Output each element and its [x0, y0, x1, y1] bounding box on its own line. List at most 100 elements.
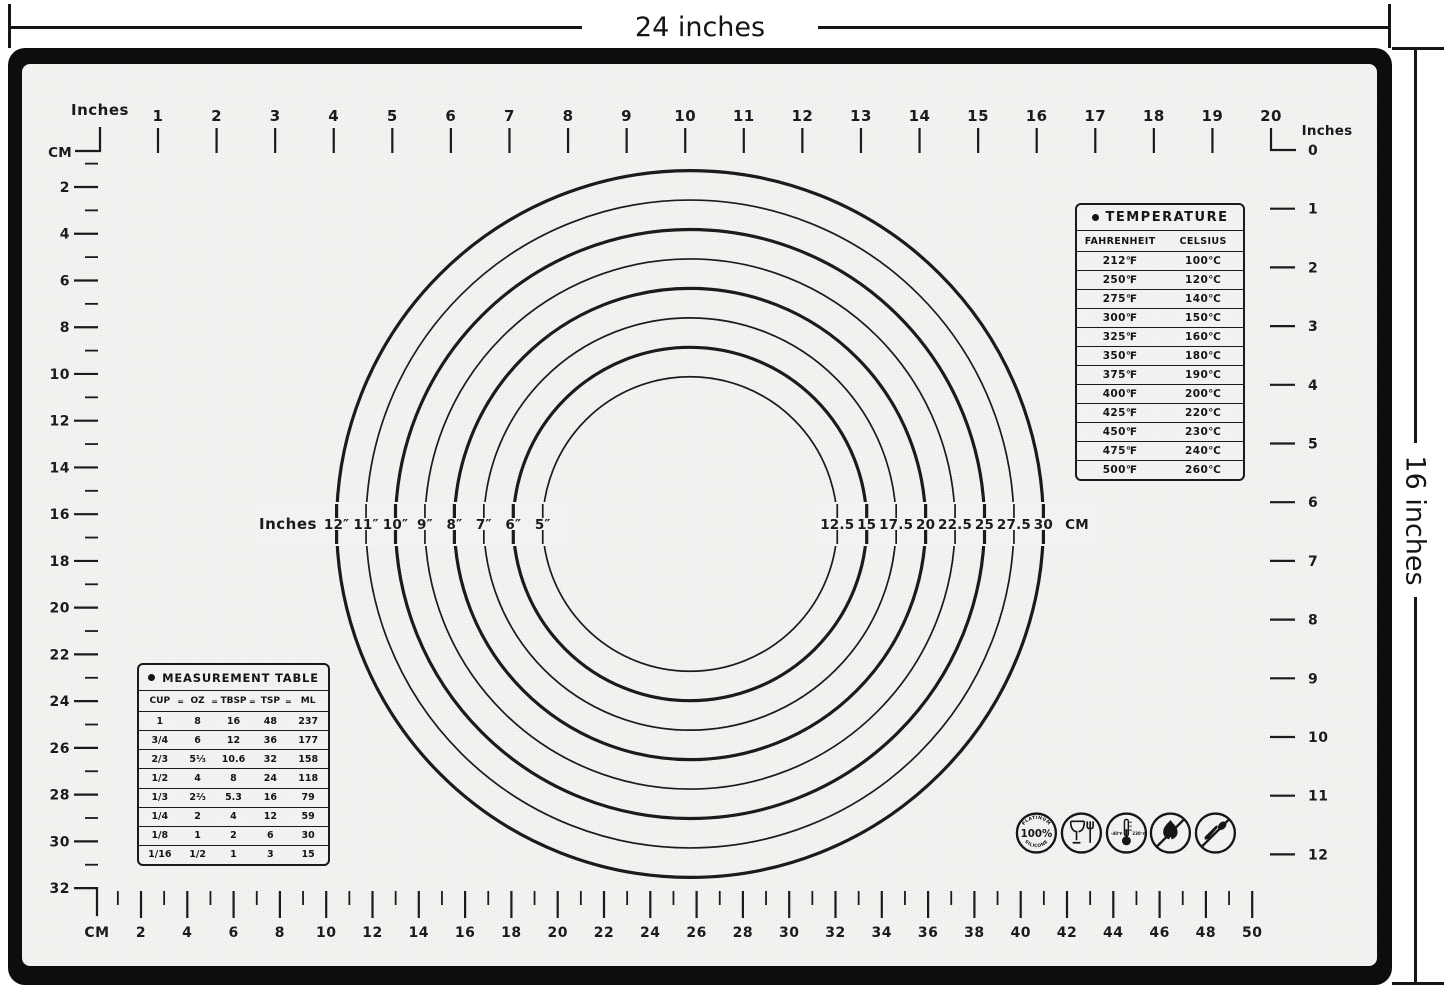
measurement-table-title: MEASUREMENT TABLE [139, 665, 328, 690]
column-header-ml: ML [300, 696, 316, 706]
temperature-table-title-text: TEMPERATURE [1105, 210, 1229, 225]
equals-separator: = [249, 696, 256, 706]
measurement-table-rows: 1 8 16 48 237 3/4 6 12 36 177 2/3 5⅓ 10.6 32 158 1/2 4 8 2… [139, 711, 328, 864]
right-dimension-label: 16 inches [1390, 443, 1440, 597]
table-row: 325℉ 160℃ [1077, 327, 1243, 346]
oz-value: 1 [194, 830, 201, 842]
tbsp-value: 2 [230, 830, 237, 842]
cup-value: 1/8 [151, 830, 169, 842]
measurement-table-header: CUP = OZ = TBSP = TSP = ML [139, 690, 328, 711]
equals-separator: = [284, 696, 292, 706]
fahrenheit-value: 300℉ [1102, 312, 1138, 324]
temperature-table-rows: 212℉ 100℃ 250℉ 120℃ 275℉ 140℃ 300℉ 150℃ 325℉ 160℃… [1077, 251, 1243, 479]
temperature-range-icon: -40℉ 230℃ [1105, 812, 1147, 854]
safety-badges: PLATINUM 100% SILICONE -40℉ 230℃ [1014, 809, 1238, 857]
fahrenheit-value: 400℉ [1102, 388, 1138, 400]
no-sharp-utensils-icon [1194, 812, 1237, 854]
table-row: 375℉ 190℃ [1077, 365, 1243, 384]
silicone-arc-text: SILICONE [1023, 839, 1049, 849]
column-header-oz: OZ [190, 696, 205, 706]
top-dimension-line-left [10, 26, 582, 29]
temperature-table-title: TEMPERATURE [1077, 205, 1243, 230]
right-dimension-cap-bottom [1392, 982, 1444, 985]
celsius-value: 230℃ [1185, 426, 1222, 438]
tsp-value: 24 [263, 772, 277, 784]
table-row: 2/3 5⅓ 10.6 32 158 [139, 749, 328, 768]
top-dimension-label: 24 inches [582, 8, 818, 46]
temperature-table-header: FAHRENHEIT CELSIUS [1077, 230, 1243, 251]
svg-text:SILICONE: SILICONE [1023, 839, 1049, 849]
temperature-table: TEMPERATURE FAHRENHEIT CELSIUS 212℉ 100℃ 2… [1075, 203, 1245, 481]
table-row: 1/16 1/2 1 3 15 [139, 844, 328, 864]
tsp-value: 12 [263, 811, 277, 823]
table-row: 1/3 2⅔ 5.3 16 79 [139, 787, 328, 807]
width-label-text: 24 inches [634, 11, 766, 43]
celsius-value: 190℃ [1185, 369, 1222, 381]
ml-value: 79 [301, 792, 315, 804]
ml-value: 177 [298, 734, 319, 746]
column-header-tsp: TSP [260, 696, 280, 706]
celsius-value: 180℃ [1185, 350, 1222, 362]
tbsp-value: 1 [230, 849, 237, 861]
fahrenheit-value: 250℉ [1102, 274, 1138, 286]
fahrenheit-value: 475℉ [1102, 445, 1138, 457]
equals-separator: = [177, 696, 184, 706]
height-label-text: 16 inches [1399, 454, 1431, 586]
column-header-cup: CUP [149, 696, 171, 706]
bullet-icon [1091, 214, 1099, 221]
table-row: 400℉ 200℃ [1077, 384, 1243, 403]
tbsp-value: 12 [226, 734, 241, 746]
table-row: 350℉ 180℃ [1077, 346, 1243, 365]
column-header-fahrenheit: FAHRENHEIT [1084, 235, 1156, 247]
equals-separator: = [211, 696, 218, 706]
table-row: 425℉ 220℃ [1077, 403, 1243, 422]
silicone-percent-text: 100% [1021, 829, 1053, 840]
ml-value: 59 [301, 811, 315, 823]
fahrenheit-value: 375℉ [1102, 369, 1138, 381]
fahrenheit-value: 212℉ [1102, 255, 1138, 267]
cup-value: 3/4 [151, 734, 169, 746]
table-row: 300℉ 150℃ [1077, 308, 1243, 327]
tsp-value: 48 [263, 715, 277, 727]
ml-value: 158 [298, 753, 319, 765]
table-row: 1/8 1 2 6 30 [139, 825, 328, 845]
fahrenheit-value: 450℉ [1102, 426, 1138, 438]
oz-value: 2 [194, 811, 201, 823]
table-row: 475℉ 240℃ [1077, 441, 1243, 460]
oz-value: 2⅔ [189, 792, 206, 804]
tsp-value: 16 [263, 792, 277, 804]
oz-value: 8 [194, 715, 201, 727]
max-temp-text: 230℃ [1132, 831, 1146, 836]
ml-value: 30 [301, 830, 315, 842]
right-dimension-cap-top [1392, 47, 1444, 50]
celsius-value: 150℃ [1185, 312, 1222, 324]
tbsp-value: 4 [230, 811, 237, 823]
cup-value: 1/2 [151, 772, 169, 784]
cup-value: 2/3 [151, 753, 169, 765]
fahrenheit-value: 350℉ [1102, 350, 1138, 362]
fahrenheit-value: 275℉ [1102, 293, 1138, 305]
tbsp-value: 5.3 [225, 792, 242, 804]
top-dimension-cap-right [1388, 4, 1391, 48]
column-header-tbsp: TBSP [220, 696, 247, 706]
ml-value: 15 [301, 849, 315, 861]
cup-value: 1 [156, 715, 164, 727]
table-row: 1 8 16 48 237 [139, 711, 328, 730]
measurement-table-title-text: MEASUREMENT TABLE [162, 670, 319, 685]
ml-value: 237 [298, 715, 319, 727]
tbsp-value: 8 [230, 772, 237, 784]
fahrenheit-value: 325℉ [1102, 331, 1138, 343]
table-row: 212℉ 100℃ [1077, 251, 1243, 270]
table-row: 450℉ 230℃ [1077, 422, 1243, 441]
oz-value: 6 [194, 734, 201, 746]
right-dimension-line-top [1414, 50, 1417, 443]
celsius-value: 120℃ [1185, 274, 1222, 286]
celsius-value: 100℃ [1185, 255, 1222, 267]
no-open-flame-icon [1150, 812, 1192, 854]
celsius-value: 260℃ [1185, 464, 1222, 476]
platinum-arc-text: PLATINUM [1021, 815, 1052, 827]
right-dimension-line-bottom [1414, 597, 1417, 982]
celsius-value: 140℃ [1185, 293, 1222, 305]
tbsp-value: 10.6 [221, 753, 246, 765]
